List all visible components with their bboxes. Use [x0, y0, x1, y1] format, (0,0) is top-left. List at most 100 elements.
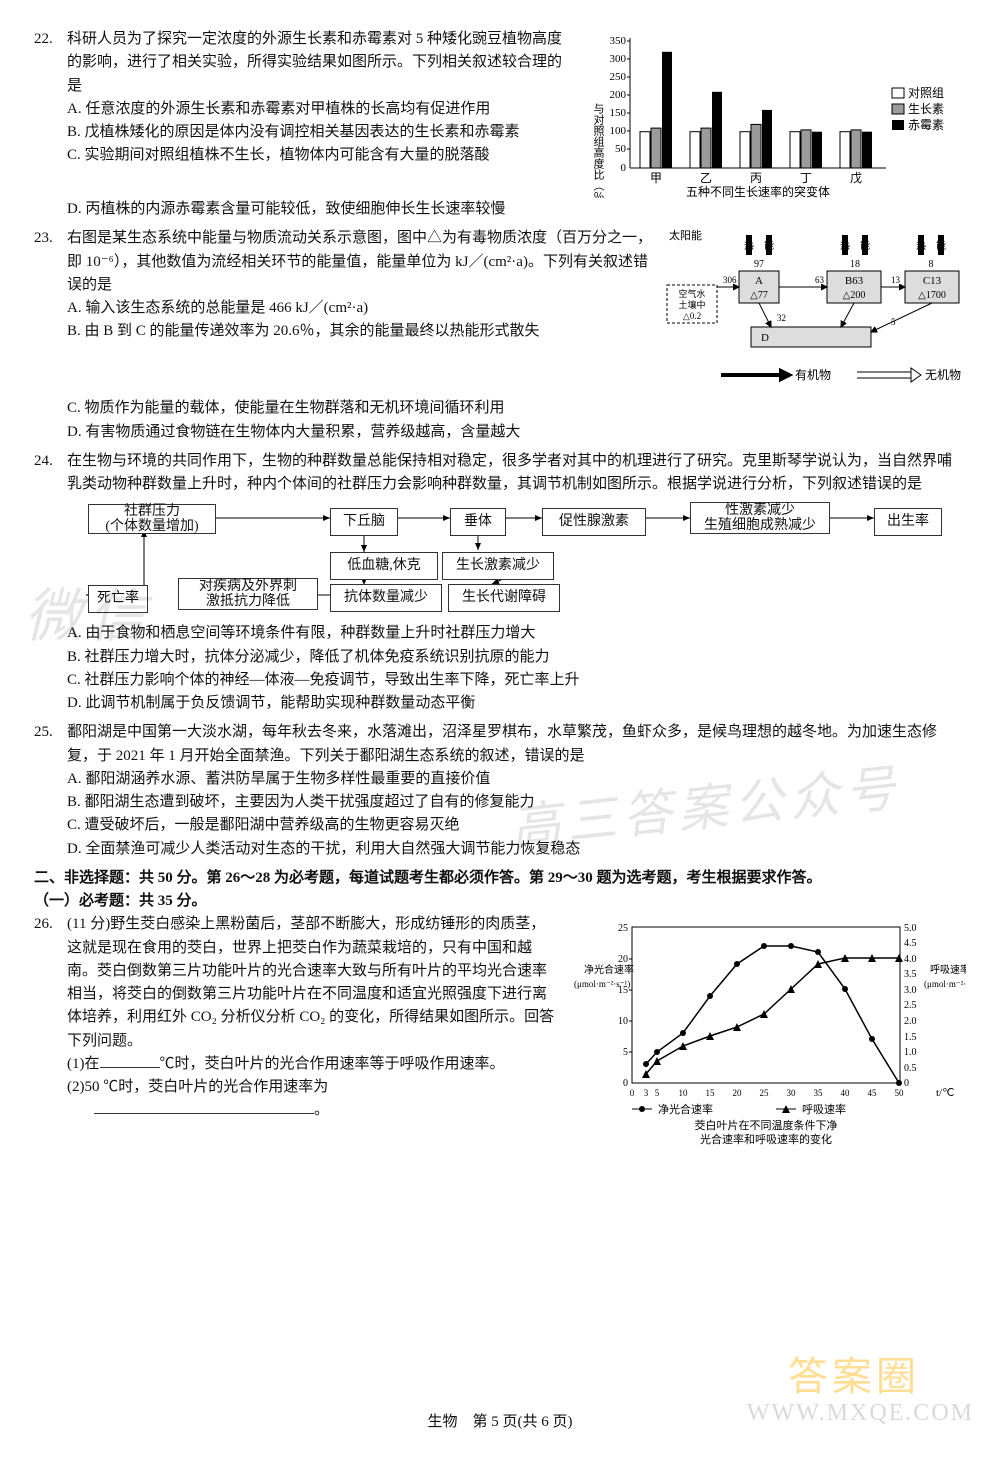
svg-text:300: 300 [610, 53, 627, 65]
svg-text:30: 30 [787, 1088, 797, 1098]
svg-text:5: 5 [655, 1088, 660, 1098]
question-26: 0 5 10 15 20 25 0 0.51.0 1.52.0 2.53.0 3… [34, 913, 966, 1148]
svg-text:对照组: 对照组 [908, 86, 944, 100]
svg-text:13: 13 [891, 275, 901, 285]
svg-text:1.0: 1.0 [904, 1047, 917, 1058]
svg-text:2.0: 2.0 [904, 1016, 917, 1027]
flow-metabolic: 生长代谢障碍 [448, 584, 560, 612]
q24-opt-a: A. 由于食物和栖息空间等环境条件有限，种群数量上升时社群压力增大 [67, 622, 966, 645]
question-25: 25.鄱阳湖是中国第一大淡水湖，每年秋去冬来，水落滩出，沼泽星罗棋布，水草繁茂，… [34, 721, 966, 861]
q23-num: 23. [34, 227, 67, 250]
svg-text:空气水: 空气水 [678, 288, 705, 299]
svg-text:8: 8 [929, 259, 934, 270]
svg-text:有机物: 有机物 [795, 368, 831, 382]
svg-text:热: 热 [744, 239, 754, 252]
flow-sex-hormone: 性激素减少 生殖细胞成熟减少 [690, 502, 830, 534]
svg-text:太阳能: 太阳能 [669, 228, 702, 242]
svg-text:2.5: 2.5 [904, 1000, 917, 1011]
svg-text:A: A [755, 275, 763, 287]
svg-text:赤霉素: 赤霉素 [908, 118, 944, 132]
svg-text:光合速率和呼吸速率的变化: 光合速率和呼吸速率的变化 [700, 1132, 832, 1146]
svg-text:5.0: 5.0 [904, 923, 917, 934]
svg-text:△0.2: △0.2 [683, 311, 701, 321]
svg-text:40: 40 [841, 1088, 851, 1098]
svg-text:50: 50 [615, 143, 627, 155]
flow-birthrate: 出生率 [874, 508, 942, 536]
svg-text:茭白叶片在不同温度条件下净: 茭白叶片在不同温度条件下净 [695, 1118, 838, 1132]
question-24: 24.在生物与环境的共同作用下，生物的种群数量总能保持相对稳定，很多学者对其中的… [34, 450, 966, 716]
q23-opt-a: A. 输入该生态系统的总能量是 466 kJ／(cm²·a) [67, 297, 656, 320]
svg-text:306: 306 [723, 275, 737, 285]
svg-text:0: 0 [621, 162, 627, 174]
svg-text:5: 5 [623, 1047, 628, 1058]
svg-text:18: 18 [850, 259, 860, 270]
svg-text:(μmol·m⁻²·s⁻¹): (μmol·m⁻²·s⁻¹) [574, 979, 630, 989]
svg-text:63: 63 [815, 275, 825, 285]
svg-text:呼吸速率: 呼吸速率 [930, 963, 966, 976]
q24-num: 24. [34, 450, 67, 473]
q24-opt-b: B. 社群压力增大时，抗体分泌减少，降低了机体免疫系统识别抗原的能力 [67, 646, 966, 669]
svg-text:t/℃: t/℃ [936, 1087, 954, 1099]
svg-text:0: 0 [623, 1078, 628, 1089]
svg-text:3: 3 [644, 1088, 649, 1098]
flow-resistance: 对疾病及外界刺 激抵抗力降低 [178, 578, 318, 610]
q25-opt-d: D. 全面禁渔可减少人类活动对生态的干扰，利用大自然强大调节能力恢复稳态 [67, 838, 966, 861]
q22-opt-c: C. 实验期间对照组植株不生长，植物体内可能含有大量的脱落酸 [67, 144, 576, 167]
flow-deathrate: 死亡率 [88, 585, 148, 613]
q23-opt-c: C. 物质作为能量的载体，使能量在生物群落和无机环境间循环利用 [67, 397, 966, 420]
q26-score: (11 分) [67, 916, 110, 932]
flow-gonadotropin: 促性腺激素 [542, 508, 646, 536]
svg-text:D: D [761, 332, 769, 344]
svg-text:0: 0 [630, 1088, 635, 1098]
question-22: 0 50 100 150 200 250 300 350 与对照组高度比（％） [34, 28, 966, 221]
svg-text:(μmol·m⁻²·s⁻¹): (μmol·m⁻²·s⁻¹) [924, 979, 966, 989]
svg-text:热: 热 [840, 239, 850, 252]
q23-opt-b: B. 由 B 到 C 的能量传递效率为 20.6％，其余的能量最终以热能形式散失 [67, 320, 656, 343]
q22-opt-b: B. 戊植株矮化的原因是体内没有调控相关基因表达的生长素和赤霉素 [67, 121, 576, 144]
svg-text:B63: B63 [845, 275, 864, 287]
flow-hypothalamus: 下丘脑 [330, 508, 398, 536]
svg-text:3.5: 3.5 [904, 969, 917, 980]
svg-text:净光合速率: 净光合速率 [584, 963, 634, 976]
svg-text:4.0: 4.0 [904, 954, 917, 965]
flow-gh-decrease: 生长激素减少 [442, 552, 554, 580]
q26-num: 26. [34, 913, 67, 936]
svg-text:50: 50 [895, 1088, 905, 1098]
svg-text:25: 25 [760, 1088, 770, 1098]
q22-opt-d: D. 丙植株的内源赤霉素含量可能较低，致使细胞伸长生长速率较慢 [67, 198, 576, 221]
svg-text:200: 200 [610, 89, 627, 101]
section-2-title: 二、非选择题：共 50 分。第 26～28 为必考题，每道试题考生都必须作答。第… [34, 867, 966, 890]
svg-text:热: 热 [916, 239, 926, 252]
q25-opt-c: C. 遭受破坏后，一般是鄱阳湖中营养级高的生物更容易灭绝 [67, 814, 966, 837]
flow-antibody: 抗体数量减少 [330, 584, 442, 612]
flow-social-pressure: 社群压力 (个体数量增加) [88, 504, 216, 534]
svg-text:能: 能 [936, 239, 946, 252]
svg-text:乙: 乙 [700, 171, 712, 185]
svg-text:35: 35 [814, 1088, 824, 1098]
q25-stem: 鄱阳湖是中国第一大淡水湖，每年秋去冬来，水落滩出，沼泽星罗棋布，水草繁茂，鱼虾众… [67, 724, 937, 763]
svg-text:20: 20 [618, 954, 628, 965]
q24-stem: 在生物与环境的共同作用下，生物的种群数量总能保持相对稳定，很多学者对其中的机理进… [67, 453, 952, 492]
svg-text:土壤中: 土壤中 [678, 299, 705, 310]
svg-text:5: 5 [891, 317, 896, 327]
svg-text:15: 15 [706, 1088, 716, 1098]
svg-text:能: 能 [860, 239, 870, 252]
svg-text:丁: 丁 [800, 171, 812, 185]
q24-opt-d: D. 此调节机制属于负反馈调节，能帮助实现种群数量动态平衡 [67, 692, 966, 715]
svg-text:100: 100 [610, 125, 627, 137]
question-23: 太阳能 热能 热能 热能 97188 A △77 B63 △200 C13 △1… [34, 227, 966, 444]
watermark-logo: 答案圈 [788, 1346, 920, 1408]
svg-text:10: 10 [618, 1016, 628, 1027]
svg-text:△1700: △1700 [918, 290, 946, 301]
q26-chart: 0 5 10 15 20 25 0 0.51.0 1.52.0 2.53.0 3… [566, 913, 966, 1148]
svg-text:△77: △77 [750, 290, 768, 301]
svg-text:32: 32 [777, 313, 786, 323]
svg-text:1.5: 1.5 [904, 1032, 917, 1043]
q25-num: 25. [34, 721, 67, 744]
svg-text:4.5: 4.5 [904, 938, 917, 949]
section-2-sub: （一）必考题：共 35 分。 [34, 890, 966, 913]
svg-text:C13: C13 [923, 275, 942, 287]
q25-opt-a: A. 鄱阳湖涵养水源、蓄洪防旱属于生物多样性最重要的直接价值 [67, 768, 966, 791]
svg-text:45: 45 [868, 1088, 878, 1098]
svg-text:250: 250 [610, 71, 627, 83]
